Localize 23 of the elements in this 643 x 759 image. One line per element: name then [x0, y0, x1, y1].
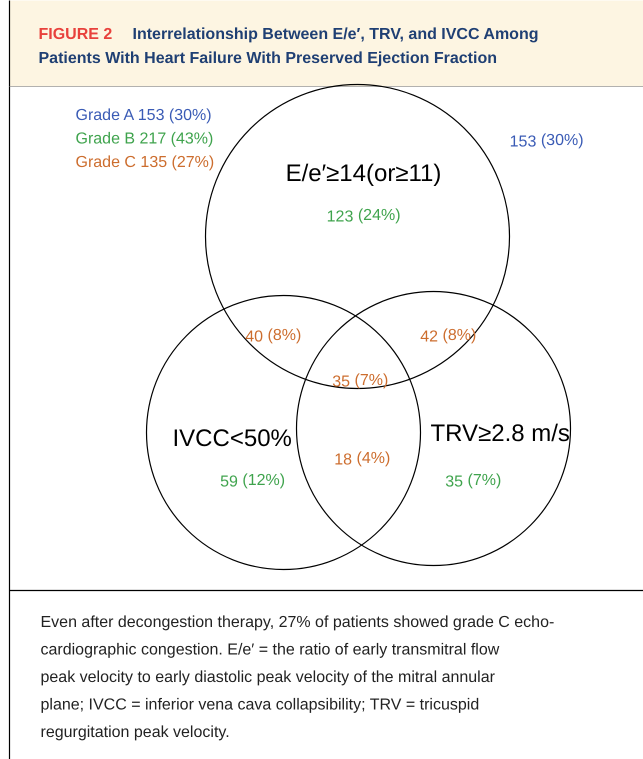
category-label: (8%) — [268, 327, 302, 344]
category-label: (7%) — [354, 372, 388, 389]
chart-title: FIGURE 2 Interrelationship Between E/e′, TRV, and IVCC Among Patients With Heart Failure With Preserved Ejection Fraction — [38, 26, 538, 67]
category-label: (7%) — [468, 472, 502, 489]
text: Grade A 153 (30%) — [76, 107, 212, 124]
text: TRV≥2.8 m/s — [430, 420, 570, 447]
data-label: 153 — [510, 134, 536, 150]
text: IVCC<50% — [172, 425, 292, 452]
text: Grade B 217 (43%) — [76, 130, 214, 148]
data-label: 42 — [420, 328, 438, 346]
text: Grade C 135 (27%) — [76, 154, 214, 171]
category-label: (12%) — [242, 472, 286, 489]
category-label: (24%) — [358, 207, 401, 224]
data-label: 40 — [245, 328, 264, 346]
data-label: 59 — [220, 474, 238, 490]
data-label: 35 — [445, 474, 464, 490]
text: E/e′≥14(or≥11) — [286, 160, 442, 187]
data-label: 35 — [332, 374, 350, 390]
category-label: (4%) — [356, 450, 390, 467]
data-label: 123 — [326, 208, 354, 226]
text: Even after decongestion therapy, 27% of patients showed grade C echo-cardiographic congestion. E/e′ = the ratio of early transmitral flow peak velocity to early diastolic peak velocity of the mitral annular plane; IVCC = inferior vena cava collapsibility; TRV = tricuspid regurgitation peak velocity. — [40, 614, 554, 741]
category-label: (30%) — [540, 132, 584, 149]
data-label: 18 — [334, 452, 352, 468]
